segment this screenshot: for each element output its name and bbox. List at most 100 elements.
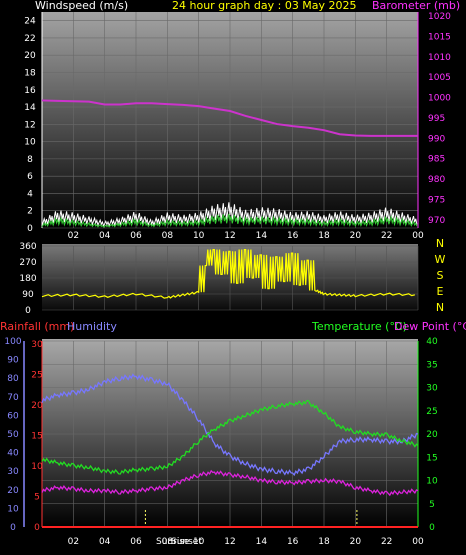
- x-tick-label-wind: 22: [381, 231, 392, 241]
- x-tick-label-temp: 06: [130, 537, 142, 547]
- x-tick-label-wind: 10: [193, 231, 205, 241]
- y2-tick-label-baro: 1000: [428, 94, 451, 104]
- x-tick-label-wind: 08: [162, 231, 174, 241]
- x-tick-label-wind: 16: [287, 231, 299, 241]
- y-tick-label-humidity: 10: [7, 504, 19, 514]
- x-tick-label-wind: 14: [256, 231, 268, 241]
- wind-average-line: [41, 213, 418, 228]
- compass-letter: E: [437, 285, 444, 298]
- y-tick-label-humidity: 60: [7, 411, 19, 421]
- x-tick-label-wind: 12: [224, 231, 235, 241]
- y-tick-label-rain: 30: [31, 340, 43, 350]
- sunset-label: Sunset: [171, 537, 202, 547]
- right-axis-label-baro: Barometer (mb): [372, 0, 460, 12]
- y-tick-label-rain: 5: [34, 492, 40, 502]
- y-tick-label-rain: 0: [34, 523, 40, 533]
- y-tick-label-wind: 12: [24, 120, 35, 130]
- left-axis-label-humidity: Humidity: [67, 320, 117, 333]
- compass-letter: S: [437, 269, 444, 282]
- y-tick-label-wind: 8: [27, 155, 33, 165]
- y-tick-label-direction: 270: [19, 258, 36, 268]
- y2-tick-label-baro: 985: [428, 155, 445, 165]
- x-tick-label-temp: 14: [256, 537, 268, 547]
- y2-tick-label-temp: 5: [429, 500, 435, 510]
- y2-tick-label-temp: 15: [426, 453, 437, 463]
- y2-tick-label-baro: 995: [428, 114, 445, 124]
- y-tick-label-wind: 4: [27, 189, 33, 199]
- y2-tick-label-temp: 20: [426, 430, 438, 440]
- x-tick-label-wind: 04: [99, 231, 111, 241]
- y-tick-label-humidity: 40: [7, 449, 19, 459]
- y-tick-label-rain: 15: [31, 431, 42, 441]
- y-tick-label-humidity: 0: [10, 523, 16, 533]
- y-tick-label-wind: 18: [24, 68, 36, 78]
- left-axis-label-wind: Windspeed (m/s): [35, 0, 128, 12]
- y-tick-label-wind: 24: [24, 17, 36, 27]
- y-tick-label-humidity: 50: [7, 430, 19, 440]
- y-tick-label-direction: 90: [22, 290, 34, 300]
- compass-letter: W: [435, 253, 446, 266]
- x-tick-label-temp: 18: [318, 537, 330, 547]
- x-tick-label-temp: 02: [68, 537, 79, 547]
- y-tick-label-rain: 20: [31, 401, 43, 411]
- x-tick-label-wind: 00: [412, 231, 424, 241]
- right-axis-label-dew: Dew Point (°C): [394, 320, 466, 333]
- y-tick-label-wind: 22: [24, 34, 35, 44]
- y2-tick-label-temp: 30: [426, 384, 438, 394]
- y-tick-label-wind: 10: [24, 138, 36, 148]
- x-tick-label-temp: 04: [99, 537, 111, 547]
- x-tick-label-temp: 12: [224, 537, 235, 547]
- x-tick-label-temp: 16: [287, 537, 299, 547]
- humidity-line: [41, 373, 419, 477]
- y2-tick-label-temp: 10: [426, 477, 438, 487]
- y-tick-label-wind: 20: [24, 51, 36, 61]
- y-tick-label-humidity: 70: [7, 393, 19, 403]
- x-tick-label-wind: 20: [350, 231, 362, 241]
- x-tick-label-temp: 00: [412, 537, 424, 547]
- y2-tick-label-baro: 1010: [428, 53, 451, 63]
- x-tick-label-temp: 22: [381, 537, 392, 547]
- temperature-line: [41, 399, 419, 475]
- y-tick-label-rain: 25: [31, 370, 42, 380]
- x-tick-label-wind: 06: [130, 231, 142, 241]
- y2-tick-label-temp: 40: [426, 337, 438, 347]
- sunrise-label: Sunrise: [156, 537, 190, 547]
- y-tick-label-rain: 10: [31, 462, 43, 472]
- y-tick-label-wind: 16: [24, 86, 36, 96]
- chart-title: 24 hour graph day : 03 May 2025: [172, 0, 357, 12]
- y-tick-label-wind: 2: [27, 207, 33, 217]
- wind-direction-line: [41, 248, 416, 299]
- y2-tick-label-baro: 990: [428, 134, 445, 144]
- y-tick-label-humidity: 80: [7, 374, 19, 384]
- y2-tick-label-baro: 970: [428, 216, 445, 226]
- x-tick-label-wind: 18: [318, 231, 330, 241]
- x-tick-label-temp: 20: [350, 537, 362, 547]
- left-axis-label-rain: Rainfall (mm): [0, 320, 74, 333]
- compass-letter: N: [436, 237, 444, 250]
- y2-tick-label-baro: 1020: [428, 12, 451, 22]
- y-tick-label-direction: 0: [25, 306, 31, 316]
- y2-tick-label-baro: 980: [428, 175, 445, 185]
- y-tick-label-wind: 14: [24, 103, 36, 113]
- y-tick-label-humidity: 30: [7, 467, 19, 477]
- y-tick-label-wind: 6: [27, 172, 33, 182]
- right-axis-label-temp: Temperature (°C): [311, 320, 407, 333]
- y-tick-label-direction: 360: [19, 242, 36, 252]
- x-tick-label-temp: 10: [193, 537, 205, 547]
- y2-tick-label-baro: 1015: [428, 32, 451, 42]
- y-tick-label-humidity: 20: [7, 486, 19, 496]
- barometer-line: [41, 99, 418, 137]
- y2-tick-label-temp: 25: [426, 407, 437, 417]
- y-tick-label-humidity: 100: [4, 337, 21, 347]
- y-tick-label-humidity: 90: [7, 356, 19, 366]
- y2-tick-label-baro: 975: [428, 195, 445, 205]
- y2-tick-label-temp: 35: [426, 360, 437, 370]
- x-tick-label-temp: 08: [162, 537, 174, 547]
- dew-point-line: [41, 469, 419, 497]
- compass-letter: N: [436, 301, 444, 314]
- y-tick-label-direction: 180: [19, 274, 36, 284]
- y2-tick-label-temp: 0: [429, 523, 435, 533]
- x-tick-label-wind: 02: [68, 231, 79, 241]
- y-tick-label-wind: 0: [27, 224, 33, 234]
